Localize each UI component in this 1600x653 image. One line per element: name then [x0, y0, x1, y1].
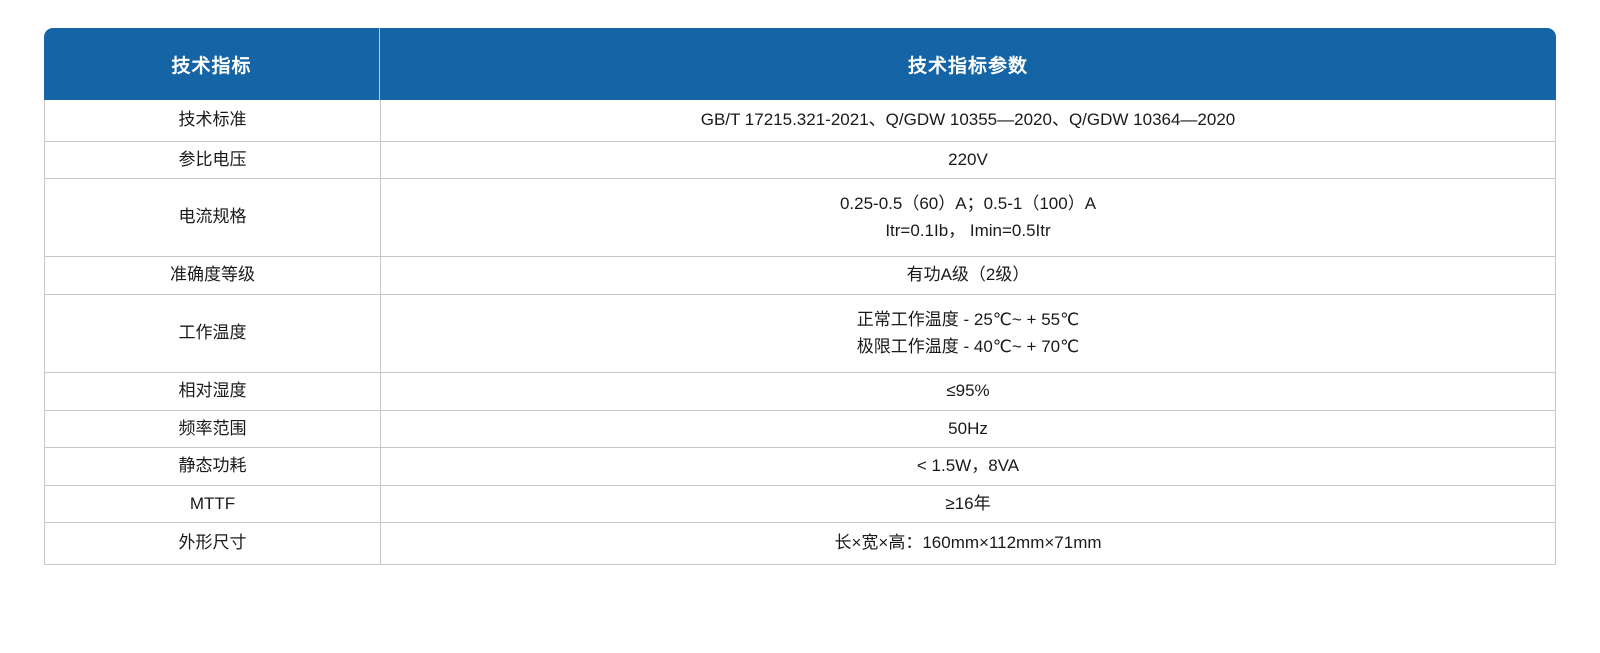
spec-table: 技术指标 技术指标参数 技术标准 GB/T 17215.321-2021、Q/G…: [44, 28, 1556, 565]
value-line: 0.25-0.5（60）A；0.5-1（100）A: [839, 194, 1097, 214]
table-body: 技术标准 GB/T 17215.321-2021、Q/GDW 10355—202…: [44, 100, 1556, 565]
table-row-technical-standard: 技术标准 GB/T 17215.321-2021、Q/GDW 10355—202…: [45, 100, 1555, 141]
value-line: < 1.5W，8VA: [916, 456, 1020, 476]
value-line: 50Hz: [948, 418, 988, 438]
value-line: 极限工作温度 - 40℃~ + 70℃: [856, 336, 1080, 356]
row-value: 220V: [381, 142, 1555, 178]
value-line: Itr=0.1Ib， Imin=0.5Itr: [885, 220, 1051, 240]
value-line: 长×宽×高：160mm×112mm×71mm: [834, 533, 1102, 553]
row-value: 50Hz: [381, 411, 1555, 447]
row-label: MTTF: [45, 486, 381, 522]
value-line: ≥16年: [945, 493, 991, 513]
header-cell-indicator: 技术指标: [44, 28, 380, 100]
table-row-accuracy-class: 准确度等级 有功A级（2级）: [45, 256, 1555, 294]
row-label: 参比电压: [45, 142, 381, 178]
value-line: 220V: [948, 149, 988, 169]
table-row-reference-voltage: 参比电压 220V: [45, 141, 1555, 178]
row-label: 工作温度: [45, 295, 381, 372]
row-value: GB/T 17215.321-2021、Q/GDW 10355—2020、Q/G…: [381, 100, 1555, 141]
table-row-current-spec: 电流规格 0.25-0.5（60）A；0.5-1（100）A Itr=0.1Ib…: [45, 178, 1555, 256]
row-label: 技术标准: [45, 100, 381, 141]
header-cell-parameter: 技术指标参数: [907, 55, 1028, 77]
row-value: < 1.5W，8VA: [381, 448, 1555, 485]
table-row-static-power: 静态功耗 < 1.5W，8VA: [45, 447, 1555, 485]
value-line: 有功A级（2级）: [906, 265, 1030, 285]
value-line: ≤95%: [946, 381, 990, 401]
table-row-working-temperature: 工作温度 正常工作温度 - 25℃~ + 55℃ 极限工作温度 - 40℃~ +…: [45, 294, 1555, 372]
value-line: GB/T 17215.321-2021、Q/GDW 10355—2020、Q/G…: [700, 110, 1236, 130]
row-value: 0.25-0.5（60）A；0.5-1（100）A Itr=0.1Ib， Imi…: [381, 179, 1555, 256]
table-header-row: 技术指标 技术指标参数: [44, 28, 1556, 100]
row-label: 相对湿度: [45, 373, 381, 410]
table-row-mttf: MTTF ≥16年: [45, 485, 1555, 522]
row-value: ≥16年: [381, 486, 1555, 522]
row-value: ≤95%: [381, 373, 1555, 410]
value-line: 正常工作温度 - 25℃~ + 55℃: [856, 310, 1080, 330]
row-label: 外形尺寸: [45, 523, 381, 564]
table-row-frequency-range: 频率范围 50Hz: [45, 410, 1555, 447]
row-label: 静态功耗: [45, 448, 381, 485]
row-value: 正常工作温度 - 25℃~ + 55℃ 极限工作温度 - 40℃~ + 70℃: [381, 295, 1555, 372]
row-label: 准确度等级: [45, 257, 381, 294]
row-value: 有功A级（2级）: [381, 257, 1555, 294]
table-row-relative-humidity: 相对湿度 ≤95%: [45, 372, 1555, 410]
table-row-dimensions: 外形尺寸 长×宽×高：160mm×112mm×71mm: [45, 522, 1555, 564]
row-value: 长×宽×高：160mm×112mm×71mm: [381, 523, 1555, 564]
row-label: 电流规格: [45, 179, 381, 256]
row-label: 频率范围: [45, 411, 381, 447]
